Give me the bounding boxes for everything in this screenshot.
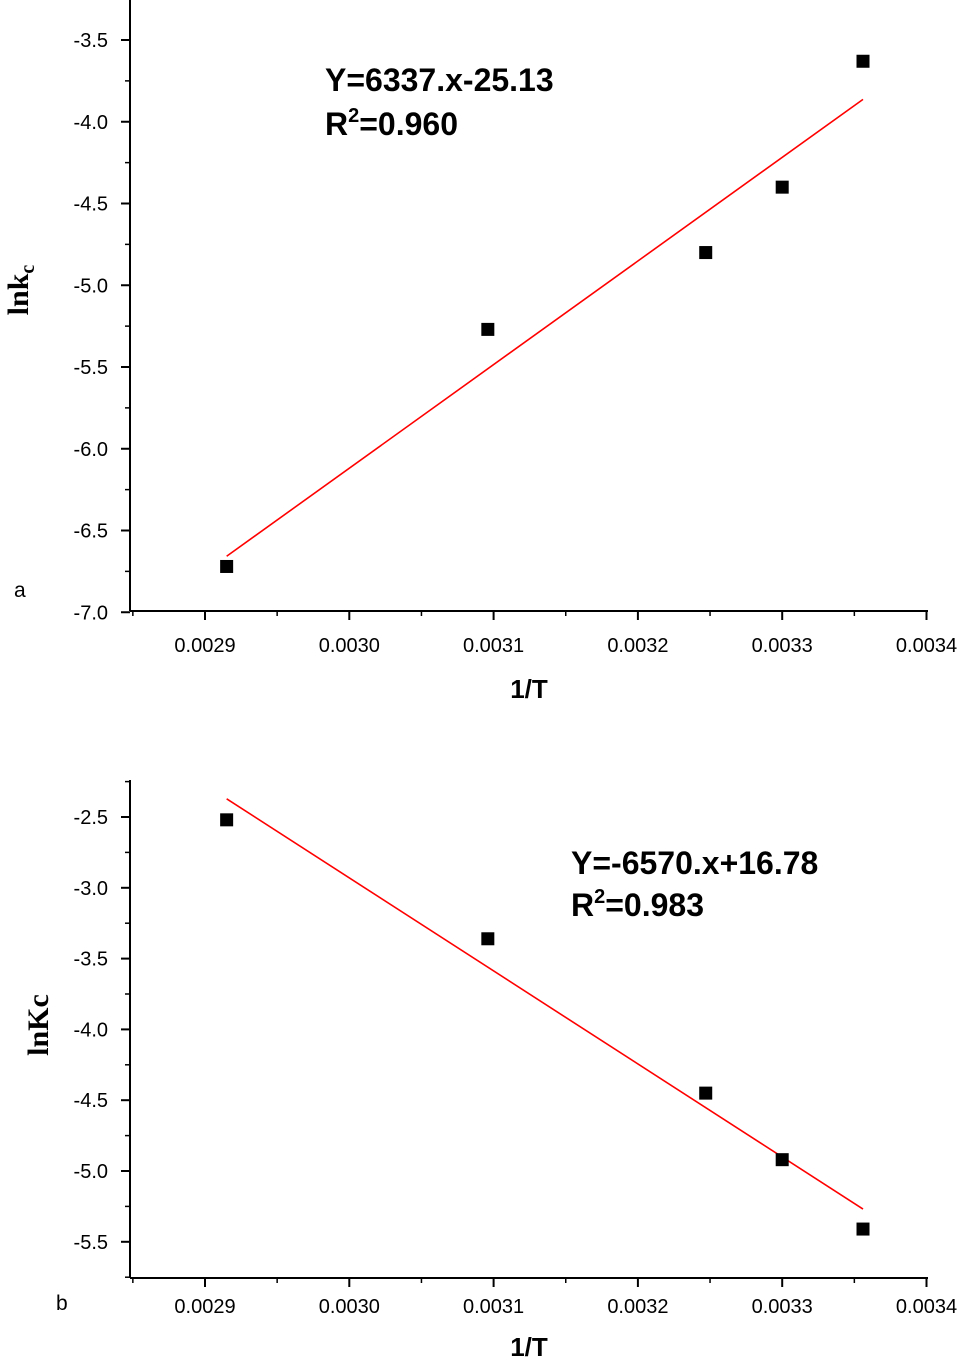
panel-b-x-tick-label: 0.0034	[896, 1296, 957, 1318]
panel-b-x-tick-label: 0.0030	[319, 1296, 380, 1318]
panel-a-x-tick-label: 0.0032	[607, 635, 668, 657]
panel-b-x-tick-label: 0.0032	[607, 1296, 668, 1318]
panel-b-y-tick-label: -5.0	[74, 1161, 108, 1183]
panel-a-data-point	[481, 322, 495, 336]
panel-a-data-point	[699, 246, 713, 260]
panel-b-equation: Y=-6570.x+16.78	[571, 845, 818, 881]
panel-b-y-tick-label: -3.5	[74, 949, 108, 971]
panel-b-data-point	[775, 1153, 789, 1167]
panel-b-fit-line	[226, 798, 864, 1210]
panel-a-x-tick-label: 0.0034	[896, 635, 957, 657]
panel-b-y-axis-title: lnKc	[22, 994, 55, 1056]
panel-a-y-tick-label: -3.5	[74, 30, 108, 52]
panel-a-data-point	[856, 54, 870, 68]
panel-a-y-tick-label: -5.5	[74, 357, 108, 379]
panel-a-y-tick-label: -4.5	[74, 194, 108, 216]
panel-b-data-point	[481, 932, 495, 946]
panel-b-label: b	[56, 1292, 68, 1315]
panel-b-x-tick-label: 0.0031	[463, 1296, 524, 1318]
panel-b-y-tick-label: -2.5	[74, 807, 108, 829]
panel-a-x-tick-label: 0.0030	[319, 635, 380, 657]
panel-b-data-point	[220, 813, 234, 827]
panel-b-data-point	[699, 1086, 713, 1100]
panel-b-data-point	[856, 1222, 870, 1236]
panel-b-y-tick-label: -5.5	[74, 1232, 108, 1254]
panel-a-y-axis-title: lnkc	[2, 265, 39, 316]
panel-a-x-axis-title: 1/T	[510, 674, 548, 704]
panel-a-y-tick-label: -6.0	[74, 439, 108, 461]
panel-a-r-squared: R2=0.960	[325, 105, 458, 142]
panel-b-r-squared: R2=0.983	[571, 886, 704, 923]
panel-a-y-tick-label: -5.0	[74, 275, 108, 297]
panel-a-fit-line	[226, 98, 864, 557]
panel-b-y-tick-label: -4.0	[74, 1019, 108, 1041]
panel-a-y-tick-label: -4.0	[74, 112, 108, 134]
panel-a-x-tick-label: 0.0029	[174, 635, 235, 657]
panel-a-equation: Y=6337.x-25.13	[325, 62, 554, 98]
panel-b-x-tick-label: 0.0029	[174, 1296, 235, 1318]
panel-a-x-tick-label: 0.0033	[752, 635, 813, 657]
panel-a-y-tick-label: -7.0	[74, 602, 108, 624]
panel-b-y-tick-label: -3.0	[74, 878, 108, 900]
panel-a-x-tick-label: 0.0031	[463, 635, 524, 657]
panel-b-y-tick-label: -4.5	[74, 1090, 108, 1112]
panel-b-x-axis-title: 1/T	[510, 1332, 548, 1362]
panel-a-label: a	[14, 579, 26, 602]
panel-b-x-tick-label: 0.0033	[752, 1296, 813, 1318]
panel-a-y-tick-label: -6.5	[74, 521, 108, 543]
panel-a-data-point	[220, 559, 234, 573]
panel-a-data-point	[775, 180, 789, 194]
panel-a-y-axis-title-subscript: c	[17, 265, 39, 274]
